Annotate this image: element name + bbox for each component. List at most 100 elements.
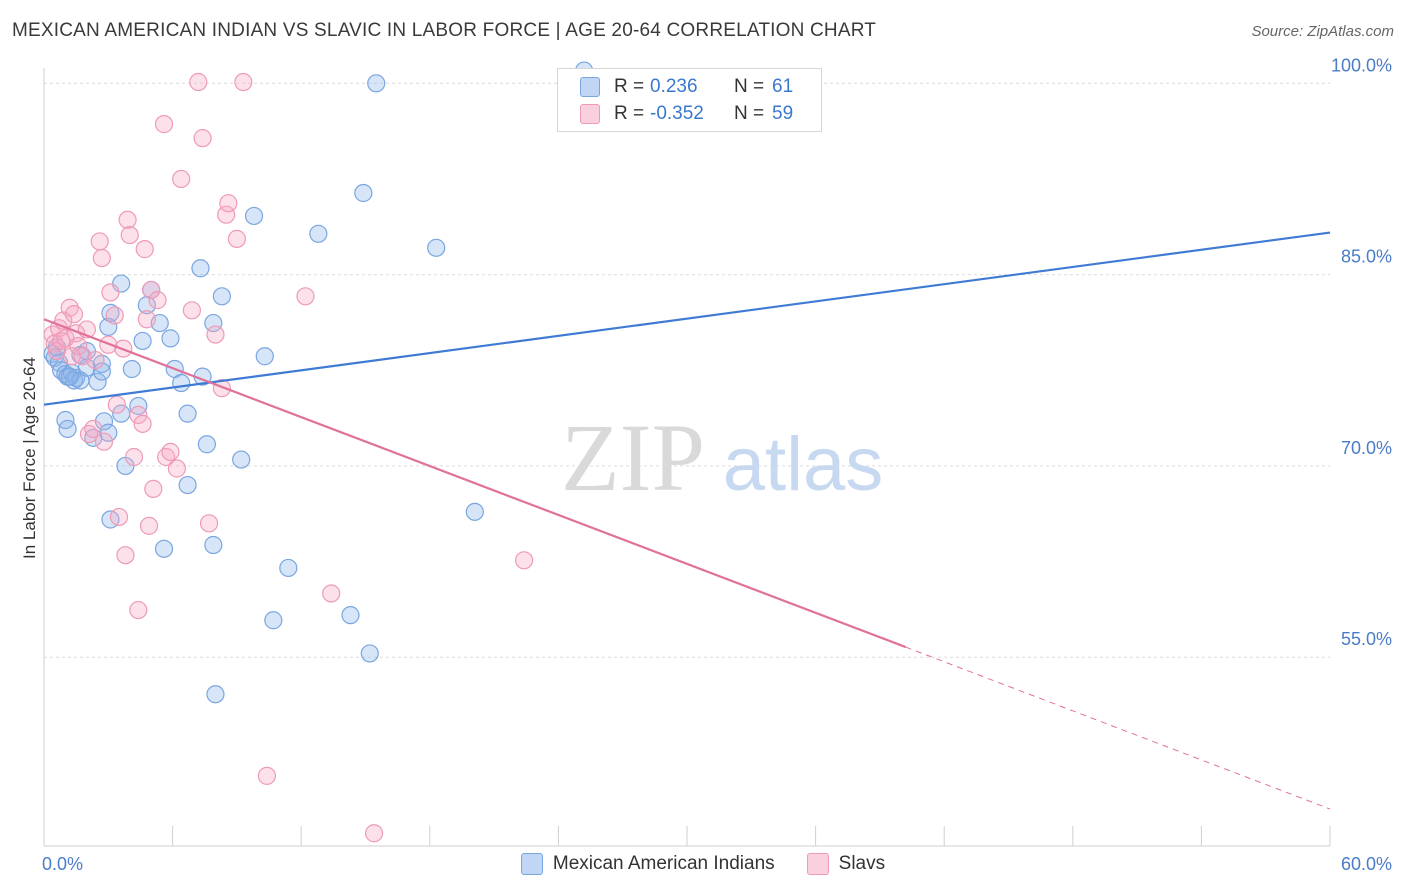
point-slav (84, 419, 103, 439)
watermark-zip: ZIP (561, 404, 705, 511)
point-slav (116, 546, 135, 565)
point-mexican-american-indian (279, 558, 298, 578)
point-slav (515, 551, 534, 570)
point-mexican-american-indian (197, 435, 216, 454)
point-slav (107, 395, 126, 414)
point-slav (92, 248, 111, 268)
chart-title: MEXICAN AMERICAN INDIAN VS SLAVIC IN LAB… (12, 20, 877, 41)
point-slav (144, 479, 163, 498)
y-tick-label: 55.0% (1341, 629, 1392, 649)
point-mexican-american-indian (99, 423, 118, 442)
point-mexican-american-indian (465, 502, 484, 521)
point-slav (69, 336, 88, 356)
point-slav (172, 169, 191, 189)
point-mexican-american-indian (244, 206, 264, 226)
r-value: 0.236 (650, 76, 698, 97)
point-slav (217, 205, 236, 224)
point-slav (322, 584, 341, 603)
point-slav (135, 240, 154, 259)
stats-legend-row-pink: R = -0.352 N = 59 (580, 101, 793, 127)
point-slav (167, 459, 186, 478)
point-mexican-american-indian (212, 287, 231, 306)
point-slav (109, 507, 129, 527)
y-tick-label: 85.0% (1341, 247, 1392, 267)
n-label: N = (734, 76, 765, 97)
point-mexican-american-indian (360, 644, 379, 663)
point-mexican-american-indian (309, 224, 328, 243)
point-slav (234, 72, 253, 92)
point-slav (120, 225, 139, 245)
point-mexican-american-indian (154, 539, 174, 558)
point-slav (219, 194, 238, 213)
point-mexican-american-indian (178, 475, 197, 495)
point-slav (227, 229, 246, 249)
series-mexican-american-indians (43, 61, 594, 704)
series-legend: Mexican American Indians Slavs (0, 851, 1406, 877)
point-slav (199, 514, 219, 533)
trend-line-mexican-american-indians (43, 231, 1331, 406)
point-slav (212, 379, 231, 398)
point-mexican-american-indian (341, 606, 360, 625)
watermark: ZIP atlas (561, 404, 883, 511)
x-tick-label: 0.0% (42, 854, 83, 874)
y-tick-label: 100.0% (1331, 55, 1392, 75)
point-slav (257, 766, 277, 785)
point-mexican-american-indian (133, 331, 152, 351)
x-tick-label: 60.0% (1341, 854, 1392, 874)
legend-label: Slavs (838, 853, 886, 874)
axes (43, 68, 1331, 847)
y-axis-label: In Labor Force | Age 20-64 (20, 357, 39, 559)
point-slav (86, 350, 105, 370)
point-mexican-american-indian (58, 419, 77, 439)
legend-label: Mexican American Indians (552, 853, 775, 874)
point-slav (64, 305, 84, 324)
pink-swatch (806, 853, 829, 875)
stats-legend-row-blue: R = 0.236 N = 61 (580, 74, 793, 100)
point-slav (133, 414, 152, 433)
point-slav (129, 405, 148, 425)
point-mexican-american-indian (122, 359, 141, 379)
series-slavs (43, 72, 534, 843)
n-label: N = (734, 103, 765, 124)
point-slav (161, 442, 180, 461)
point-mexican-american-indian (354, 183, 373, 203)
point-mexican-american-indian (232, 450, 251, 469)
tick-labels: 55.0% 70.0% 85.0% 100.0% 0.0% 60.0% (42, 55, 1392, 874)
point-slav (129, 600, 148, 620)
point-slav (189, 72, 208, 92)
point-mexican-american-indian (191, 259, 210, 278)
pink-swatch (580, 104, 600, 124)
point-mexican-american-indian (255, 347, 274, 366)
legend-item-mexican-american-indians: Mexican American Indians (520, 853, 775, 875)
grid-lines (44, 82, 1330, 658)
blue-swatch (520, 853, 543, 875)
point-slav (364, 824, 384, 843)
watermark-atlas: atlas (723, 422, 884, 507)
r-value: -0.352 (650, 103, 704, 124)
stats-legend: R = 0.236 N = 61 R = -0.352 N = 59 (557, 68, 822, 132)
source-label: Source: ZipAtlas.com (1251, 23, 1394, 40)
point-slav (105, 306, 124, 325)
trend-line-slavs (43, 318, 907, 649)
point-slav (154, 115, 174, 134)
point-mexican-american-indian (99, 317, 118, 337)
point-mexican-american-indian (172, 373, 191, 393)
point-slav (142, 280, 161, 300)
point-mexican-american-indian (427, 238, 446, 257)
point-mexican-american-indian (204, 313, 223, 333)
point-mexican-american-indian (60, 367, 79, 386)
point-mexican-american-indian (161, 329, 180, 348)
point-mexican-american-indian (92, 362, 111, 381)
point-slav (94, 432, 114, 451)
point-mexican-american-indian (367, 74, 386, 93)
point-slav (139, 516, 159, 535)
point-slav (90, 232, 109, 251)
r-label: R = (614, 76, 645, 97)
point-slav (148, 291, 167, 310)
point-mexican-american-indian (204, 535, 223, 555)
r-label: R = (614, 103, 645, 124)
point-mexican-american-indian (88, 372, 107, 391)
point-slav (137, 310, 156, 329)
legend-item-slavs: Slavs (806, 853, 886, 875)
